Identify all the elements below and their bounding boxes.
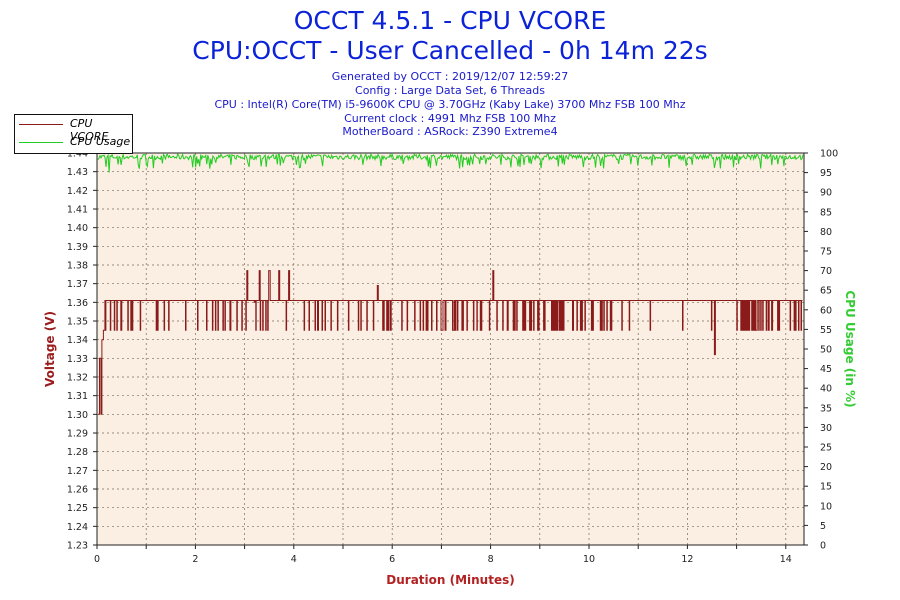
legend-swatch-usage (19, 142, 63, 143)
legend-item-usage: CPU Usage (15, 134, 132, 150)
y-tick-label: 1.30 (67, 410, 88, 421)
chart-subtitle: CPU:OCCT - User Cancelled - 0h 14m 22s (192, 36, 708, 65)
y2-tick-label: 20 (820, 462, 832, 473)
y-tick-label: 1.28 (67, 447, 88, 458)
y2-tick-label: 90 (820, 188, 832, 199)
y2-tick-label: 15 (820, 482, 832, 493)
chart-title: OCCT 4.5.1 - CPU VCORE (293, 6, 607, 35)
y2-tick-label: 40 (820, 384, 832, 395)
x-tick-label: 10 (583, 554, 595, 565)
y-tick-label: 1.40 (67, 223, 88, 234)
series-line-cpu-vcore (98, 270, 803, 415)
legend-swatch-vcore (19, 124, 63, 125)
info-motherboard: MotherBoard : ASRock: Z390 Extreme4 (342, 125, 558, 138)
y-tick-label: 1.31 (67, 391, 88, 402)
x-tick-label: 2 (192, 554, 198, 565)
y2-tick-label: 60 (820, 305, 832, 316)
y2-tick-label: 65 (820, 286, 832, 297)
y-tick-label: 1.37 (67, 279, 88, 290)
y-axis-label: Voltage (V) (43, 311, 57, 387)
x-tick-label: 4 (291, 554, 297, 565)
y2-tick-label: 45 (820, 364, 832, 375)
legend-item-vcore: CPU VCORE (15, 116, 132, 143)
y-tick-label: 1.42 (67, 186, 88, 197)
series-line-cpu-usage (97, 152, 804, 173)
y-tick-label: 1.23 (67, 541, 88, 552)
x-tick-label: 12 (681, 554, 693, 565)
x-tick-label: 6 (389, 554, 395, 565)
y-tick-label: 1.41 (67, 205, 88, 216)
legend: CPU VCORE CPU Usage (14, 114, 133, 154)
y2-tick-label: 80 (820, 227, 832, 238)
y2-tick-label: 55 (820, 325, 832, 336)
x-axis-label: Duration (Minutes) (386, 573, 514, 587)
y2-tick-label: 95 (820, 168, 832, 179)
y2-tick-label: 30 (820, 423, 832, 434)
legend-label-vcore: CPU VCORE (70, 117, 109, 143)
y-tick-label: 1.34 (67, 335, 88, 346)
x-tick-label: 14 (780, 554, 792, 565)
plot-background (97, 153, 804, 545)
y-tick-label: 1.36 (67, 298, 88, 309)
y-tick-label: 1.26 (67, 485, 88, 496)
y-tick-label: 1.32 (67, 373, 88, 384)
y2-tick-label: 50 (820, 345, 832, 356)
y-tick-label: 1.24 (67, 522, 88, 533)
y-tick-label: 1.27 (67, 466, 88, 477)
y2-tick-label: 75 (820, 247, 832, 258)
y-tick-label: 1.29 (67, 429, 88, 440)
legend-label-usage: CPU Usage (70, 135, 131, 148)
y2-tick-label: 10 (820, 501, 832, 512)
y2-tick-label: 85 (820, 207, 832, 218)
y2-tick-label: 100 (820, 149, 838, 160)
y-tick-label: 1.35 (67, 317, 88, 328)
y-tick-label: 1.33 (67, 354, 88, 365)
info-generated: Generated by OCCT : 2019/12/07 12:59:27 (331, 70, 569, 83)
info-cpu: CPU : Intel(R) Core(TM) i5-9600K CPU @ 3… (214, 98, 686, 111)
y2-axis-label: CPU Usage (in %) (843, 290, 857, 407)
info-config: Config : Large Data Set, 6 Threads (355, 84, 545, 97)
x-tick-label: 0 (94, 554, 100, 565)
y2-tick-label: 70 (820, 266, 832, 277)
y-tick-label: 1.25 (67, 503, 88, 514)
y-tick-label: 1.39 (67, 242, 88, 253)
y2-tick-label: 35 (820, 403, 832, 414)
y-tick-label: 1.38 (67, 261, 88, 272)
y2-tick-label: 25 (820, 443, 832, 454)
y2-tick-label: 0 (820, 541, 826, 552)
y-tick-label: 1.44 (67, 149, 88, 160)
y-tick-label: 1.43 (67, 167, 88, 178)
info-clock: Current clock : 4991 Mhz FSB 100 Mhz (344, 112, 556, 125)
x-tick-label: 8 (488, 554, 494, 565)
y2-tick-label: 5 (820, 521, 826, 532)
